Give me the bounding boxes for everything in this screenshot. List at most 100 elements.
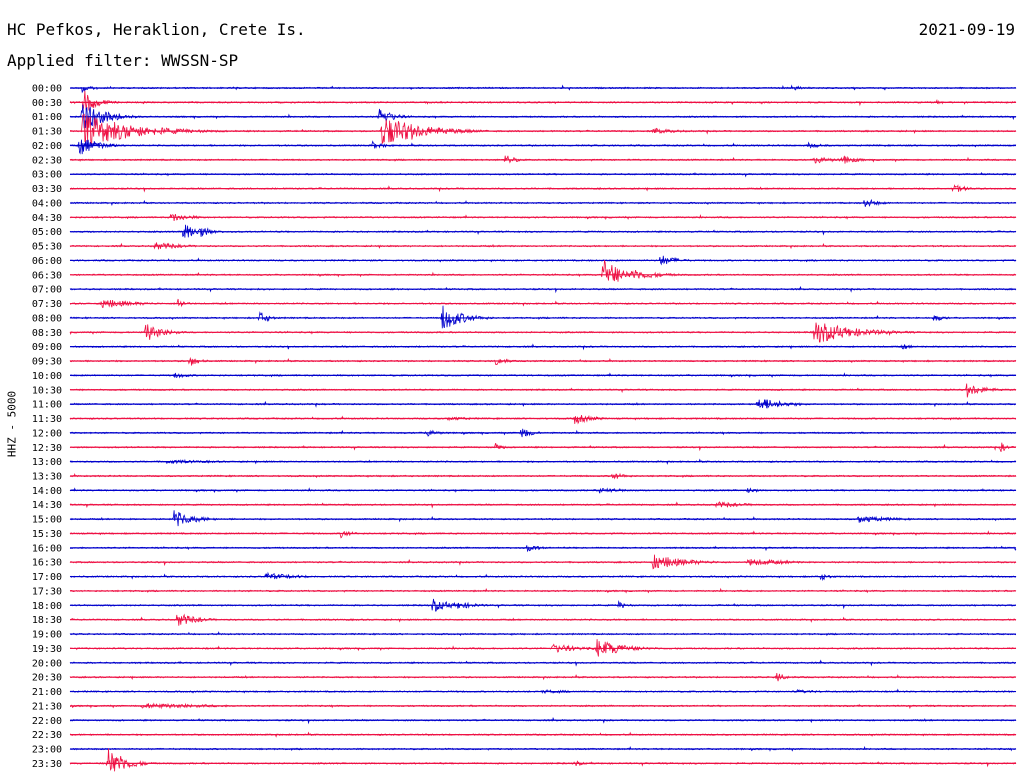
filter-subtitle: Applied filter: WWSSN-SP	[7, 51, 239, 70]
seismic-trace	[69, 731, 1017, 738]
seismic-trace	[69, 171, 1017, 178]
seismic-trace	[69, 571, 1017, 582]
seismic-trace	[69, 399, 1017, 409]
seismic-trace	[69, 155, 1017, 164]
time-tick-label: 00:00	[32, 84, 62, 95]
seismic-trace	[69, 343, 1017, 351]
seismic-trace	[69, 745, 1017, 752]
seismic-trace	[69, 139, 1017, 155]
time-tick-label: 17:00	[32, 572, 62, 583]
seismic-trace	[69, 104, 1017, 129]
seismic-trace	[69, 631, 1017, 637]
time-tick-label: 10:00	[32, 371, 62, 382]
seismic-trace	[69, 530, 1017, 539]
seismic-trace	[70, 84, 1017, 94]
time-tick-label: 07:00	[32, 285, 62, 296]
seismic-trace	[69, 748, 1017, 772]
time-tick-label: 12:30	[32, 443, 62, 454]
time-tick-label: 05:30	[32, 242, 62, 253]
seismic-trace	[69, 298, 1017, 308]
time-tick-label: 03:30	[32, 184, 62, 195]
seismic-trace	[70, 113, 1017, 147]
time-tick-label: 14:00	[32, 486, 62, 497]
seismic-trace	[69, 285, 1017, 294]
time-tick-label: 06:30	[32, 270, 62, 281]
seismic-trace	[69, 259, 1017, 282]
time-tick-label: 19:30	[32, 644, 62, 655]
time-tick-label: 01:00	[32, 112, 62, 123]
seismic-trace	[69, 716, 1017, 725]
time-tick-label: 10:30	[32, 385, 62, 396]
time-tick-label: 15:30	[32, 529, 62, 540]
time-tick-label: 16:30	[32, 558, 62, 569]
time-tick-label: 06:00	[32, 256, 62, 267]
time-tick-label: 23:30	[32, 759, 62, 770]
time-tick-label: 21:30	[32, 701, 62, 712]
seismic-trace	[69, 428, 1017, 438]
time-tick-label: 13:30	[32, 471, 62, 482]
time-tick-label: 21:00	[32, 687, 62, 698]
seismic-trace	[69, 214, 1017, 221]
time-tick-label: 11:00	[32, 400, 62, 411]
seismic-trace	[69, 659, 1016, 667]
time-tick-label: 20:30	[32, 673, 62, 684]
seismic-trace	[69, 501, 1017, 509]
time-tick-label: 04:00	[32, 198, 62, 209]
seismic-trace	[69, 198, 1017, 207]
time-tick-label: 15:00	[32, 515, 62, 526]
time-tick-label: 04:30	[32, 213, 62, 224]
time-tick-label: 08:30	[32, 328, 62, 339]
time-tick-label: 09:00	[32, 342, 62, 353]
date-label: 2021-09-19	[918, 20, 1015, 39]
seismic-trace	[69, 242, 1017, 250]
time-tick-label: 20:00	[32, 658, 62, 669]
time-tick-label: 01:30	[32, 127, 62, 138]
time-tick-label: 14:30	[32, 500, 62, 511]
seismic-trace	[69, 458, 1017, 465]
seismic-trace	[69, 639, 1017, 657]
seismic-trace	[69, 322, 1017, 343]
time-tick-label: 07:30	[32, 299, 62, 310]
time-tick-label: 23:00	[32, 745, 62, 756]
time-tick-label: 22:30	[32, 730, 62, 741]
seismic-trace	[69, 487, 1017, 494]
seismic-trace	[69, 613, 1017, 626]
seismic-trace	[69, 255, 1017, 266]
time-tick-label: 09:30	[32, 357, 62, 368]
time-tick-label: 16:00	[32, 543, 62, 554]
seismic-trace	[69, 587, 1017, 594]
seismic-trace	[69, 356, 1017, 366]
time-tick-label: 03:00	[32, 170, 62, 181]
seismic-trace	[69, 442, 1017, 452]
seismic-trace	[69, 598, 1016, 612]
time-tick-label: 18:00	[32, 601, 62, 612]
seismic-trace	[69, 383, 1017, 398]
seismic-trace	[69, 224, 1017, 238]
seismic-trace	[69, 90, 1017, 111]
time-tick-label: 02:30	[32, 155, 62, 166]
seismic-trace	[69, 305, 1017, 329]
time-tick-label: 05:00	[32, 227, 62, 238]
seismic-trace	[69, 414, 1017, 425]
station-title: HC Pefkos, Heraklion, Crete Is.	[7, 20, 306, 39]
seismic-trace	[69, 688, 1017, 695]
time-tick-label: 11:30	[32, 414, 62, 425]
time-tick-label: 19:00	[32, 630, 62, 641]
seismic-trace	[69, 510, 1017, 527]
seismic-trace	[69, 184, 1017, 193]
seismic-trace	[69, 545, 1017, 553]
seismic-trace	[69, 554, 1017, 570]
time-tick-label: 00:30	[32, 98, 62, 109]
seismic-trace	[70, 702, 1017, 710]
time-tick-label: 02:00	[32, 141, 62, 152]
time-tick-label: 08:00	[32, 313, 62, 324]
time-tick-label: 13:00	[32, 457, 62, 468]
time-tick-label: 18:30	[32, 615, 62, 626]
seismic-trace	[69, 372, 1017, 379]
time-tick-label: 22:00	[32, 716, 62, 727]
time-tick-label: 12:00	[32, 428, 62, 439]
seismic-trace	[69, 472, 1017, 480]
time-tick-label: 17:30	[32, 586, 62, 597]
seismic-trace	[69, 673, 1017, 682]
